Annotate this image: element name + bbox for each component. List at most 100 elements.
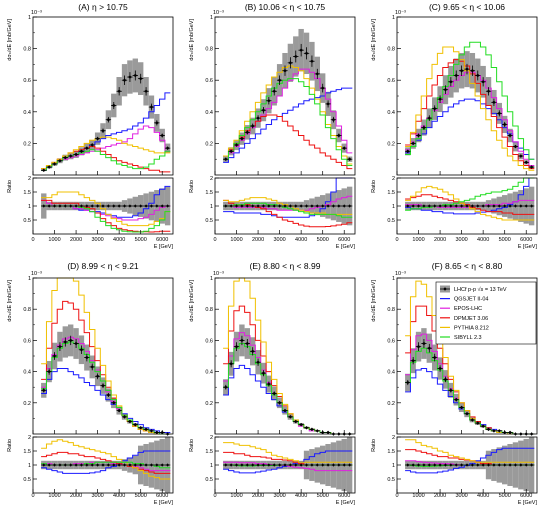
y-axis-label: dσₙ/dE [mb/GeV]: [189, 280, 195, 322]
ratio-point: [513, 463, 518, 467]
data-point: [405, 149, 410, 154]
ratio-point: [433, 463, 437, 467]
model-line-ratio: [405, 185, 535, 221]
ratio-point: [503, 204, 507, 208]
ratio-point: [438, 204, 442, 208]
data-point: [267, 98, 271, 103]
ratio-point: [443, 463, 448, 467]
panel-b: (B) 10.06 < η < 10.75 10⁻³ 0.2 0.4 0.6 0.8 1 0.…: [189, 2, 355, 250]
ratio-point: [122, 204, 127, 208]
model-line-ratio: [41, 191, 171, 227]
ratio-point: [42, 204, 46, 208]
model-line-ratio: [405, 439, 535, 463]
x-tick-label: 1000: [48, 493, 60, 499]
ratio-point: [144, 463, 148, 467]
ratio-point: [530, 204, 534, 208]
x-tick-label: 1000: [48, 237, 60, 243]
data-point: [245, 341, 250, 346]
y-tick-label: 0.8: [205, 307, 213, 313]
data-point: [331, 117, 336, 122]
ratio-point: [58, 204, 62, 208]
data-point: [128, 419, 132, 424]
data-point: [481, 424, 485, 428]
x-tick-label: 4000: [295, 237, 307, 243]
x-tick-label: 5000: [317, 493, 329, 499]
legend-label: QGSJET II-04: [454, 297, 488, 303]
data-point: [85, 146, 89, 150]
model-line-ratio: [223, 199, 353, 228]
panel-title: (F) 8.65 < η < 8.80: [432, 261, 503, 271]
model-line-main: [41, 149, 171, 171]
ratio-point: [90, 463, 94, 467]
ratio-point: [272, 204, 276, 208]
ratio-point: [79, 463, 84, 467]
ratio-point: [416, 463, 421, 467]
ratio-point: [245, 463, 249, 467]
legend-box: [435, 281, 537, 345]
x-tick-label: 1000: [230, 493, 242, 499]
ratio-point: [69, 204, 73, 208]
data-point: [326, 430, 330, 435]
y-tick-label: 0.8: [387, 307, 395, 313]
ratio-point: [481, 204, 485, 208]
y-tick-label: 1: [210, 276, 213, 282]
y-tick-label: 1: [28, 276, 31, 282]
data-point: [267, 382, 271, 386]
data-point: [95, 136, 100, 141]
data-point: [438, 366, 442, 371]
x-tick-label: 1000: [412, 493, 424, 499]
y-tick-label: 1: [392, 276, 395, 282]
ratio-point: [47, 204, 51, 208]
x-tick-label: 6000: [338, 237, 350, 243]
ratio-point: [251, 204, 255, 208]
data-point: [310, 59, 314, 64]
data-point: [138, 425, 143, 430]
data-point: [229, 149, 233, 154]
ratio-point: [337, 204, 341, 208]
data-point: [149, 105, 154, 109]
y-tick-label: 0.6: [205, 338, 213, 344]
ratio-point: [224, 463, 228, 467]
data-point: [122, 415, 127, 419]
ratio-point: [278, 463, 282, 467]
legend-label: LHCf p-p √s = 13 TeV: [454, 286, 507, 293]
data-point: [240, 136, 244, 141]
legend: LHCf p-p √s = 13 TeV QGSJET II-04 EPOS-LHC…: [435, 281, 537, 345]
x-tick-label: 3000: [455, 237, 467, 243]
y-tick-label: 0.6: [205, 78, 213, 84]
data-point: [41, 388, 46, 393]
panel-title: (D) 8.99 < η < 9.21: [67, 261, 139, 271]
y-tick-label: 0.2: [387, 141, 395, 147]
ratio-tick-label: 1.5: [23, 190, 31, 196]
data-point: [315, 72, 320, 76]
ratio-axis-label: Ratio: [371, 180, 377, 193]
ratio-point: [481, 463, 485, 467]
data-point: [492, 100, 496, 105]
panel-title: (A) η > 10.75: [78, 2, 128, 12]
ratio-point: [69, 463, 73, 467]
ratio-tick-label: 2: [210, 176, 213, 182]
x-tick-label: 3000: [455, 493, 467, 499]
y-tick-label: 0.8: [387, 47, 395, 53]
data-point: [74, 152, 78, 157]
model-line-main: [223, 343, 353, 435]
data-point: [342, 146, 347, 150]
ratio-point: [245, 204, 249, 208]
data-point: [486, 89, 491, 94]
ratio-point: [90, 204, 94, 208]
data-point: [223, 157, 228, 161]
ratio-point: [427, 204, 431, 208]
data-point: [101, 128, 105, 133]
data-point: [304, 51, 309, 56]
model-line-main: [223, 78, 353, 167]
ratio-point: [133, 204, 137, 208]
data-point: [337, 133, 341, 138]
y-tick-label: 0.4: [387, 110, 395, 116]
ratio-point: [272, 463, 276, 467]
ratio-tick-label: 1: [392, 463, 395, 469]
ratio-point: [416, 204, 421, 208]
data-point: [79, 149, 84, 154]
ratio-point: [261, 204, 266, 208]
ratio-point: [112, 463, 116, 467]
y-tick-label: 0.2: [205, 401, 213, 407]
